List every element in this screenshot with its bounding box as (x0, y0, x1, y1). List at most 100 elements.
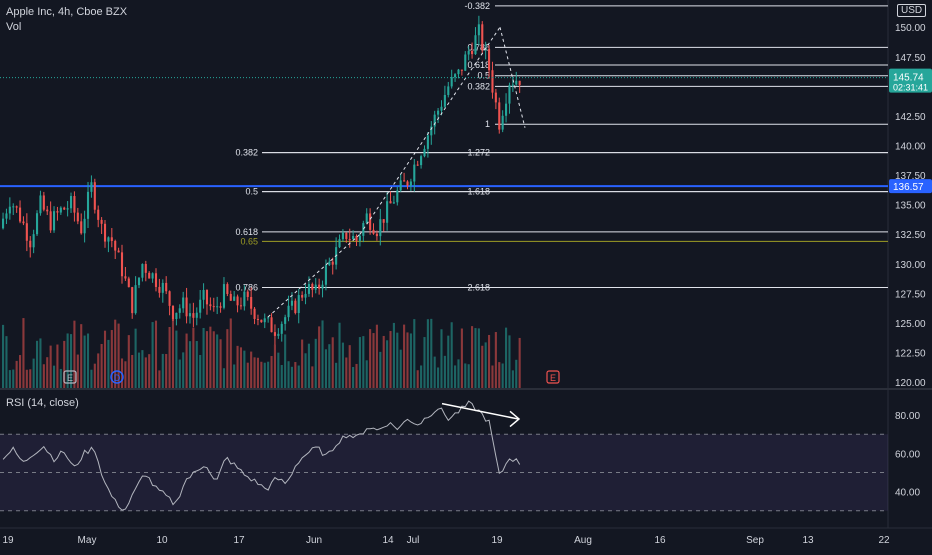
candle-body (304, 293, 307, 298)
volume-bar (447, 335, 450, 388)
volume-bar (335, 362, 338, 388)
volume-bar (348, 345, 351, 388)
candle-body (239, 305, 243, 307)
volume-bar (117, 323, 120, 388)
price-tick-label: 130.00 (895, 260, 926, 271)
earnings-marker (546, 370, 560, 384)
volume-bar (80, 324, 83, 388)
time-tick-label: 16 (654, 535, 666, 546)
fib-level-label: 1 (485, 119, 490, 129)
candle-body (426, 135, 429, 149)
candle-body (86, 191, 90, 219)
candle-body (171, 305, 175, 320)
candle-body (515, 80, 518, 85)
volume-bar (192, 327, 195, 388)
volume-bar (226, 329, 229, 388)
candle-body (498, 102, 501, 130)
candle-body (328, 261, 331, 266)
price-tick-label: 142.50 (895, 112, 926, 123)
volume-bar (338, 322, 341, 388)
rsi-tick-label: 80.00 (895, 411, 920, 422)
candle-body (83, 218, 86, 234)
volume-bar (505, 327, 508, 388)
volume-bar (396, 332, 399, 388)
candle-body (467, 50, 470, 55)
price-tick-label: 135.00 (895, 201, 926, 212)
candle-body (355, 235, 358, 241)
volume-bar (454, 365, 457, 388)
candle-body (192, 313, 195, 318)
candle-body (209, 304, 212, 307)
volume-bar (331, 337, 334, 388)
volume-bar (399, 349, 402, 388)
volume-bar (222, 368, 226, 388)
fib-level-label: 1.618 (467, 187, 490, 197)
candle-body (460, 69, 463, 71)
event-marker-label: D (114, 373, 121, 383)
candle-body (120, 252, 124, 277)
candle-body (134, 285, 137, 314)
volume-bar (382, 335, 385, 388)
volume-bar (321, 320, 324, 388)
volume-bar (392, 322, 395, 388)
candle-body (447, 86, 450, 95)
volume-bar (42, 364, 45, 388)
volume-bar (450, 322, 453, 388)
volume-bar (314, 338, 317, 388)
candle-body (161, 282, 164, 293)
candle-body (297, 295, 300, 314)
volume-bar (199, 354, 202, 388)
volume-bar (297, 365, 300, 388)
volume-bar (260, 361, 263, 388)
candle-body (311, 283, 314, 290)
candle-body (18, 207, 22, 222)
candle-body (168, 291, 171, 306)
candle-body (219, 306, 222, 308)
volume-bar (29, 369, 32, 388)
candle-body (430, 126, 433, 136)
candle-body (226, 284, 229, 294)
volume-bar (175, 330, 178, 388)
candle-body (403, 180, 406, 182)
candle-body (15, 206, 18, 208)
candle-body (250, 296, 253, 309)
price-tick-label: 122.50 (895, 349, 926, 360)
volume-bar (389, 331, 392, 388)
volume-bar (144, 357, 147, 388)
volume-bar (219, 339, 222, 388)
volume-bar (426, 319, 429, 388)
volume-bar (158, 370, 161, 388)
candle-body (158, 286, 161, 293)
volume-bar (154, 320, 158, 388)
candle-body (450, 77, 453, 87)
volume-bar (477, 328, 480, 388)
candle-body (69, 196, 73, 209)
currency-badge[interactable]: USD (897, 4, 927, 17)
candle-body (433, 114, 436, 127)
candle-body (518, 80, 521, 86)
volume-bar (437, 367, 440, 388)
volume-bar (440, 329, 443, 388)
candle-body (107, 237, 110, 242)
candle-body (369, 213, 372, 230)
volume-bar (256, 357, 260, 388)
trend-line-dashed (267, 233, 361, 318)
volume-bar (52, 365, 56, 388)
level-price-tag (889, 179, 932, 194)
candle-body (379, 219, 382, 237)
volume-bar (134, 328, 137, 388)
volume-bar (243, 350, 246, 388)
fib-level-label: 1.272 (467, 148, 490, 158)
volume-bar (49, 345, 52, 388)
last-price-tag (889, 68, 932, 93)
volume-bar (239, 347, 243, 388)
countdown-value: 02:31:41 (893, 83, 928, 93)
candle-body (443, 94, 446, 107)
candle-body (76, 212, 79, 222)
volume-bar (307, 343, 310, 388)
time-tick-label: 10 (156, 535, 168, 546)
volume-bar (406, 332, 409, 388)
candle-body (114, 240, 117, 251)
